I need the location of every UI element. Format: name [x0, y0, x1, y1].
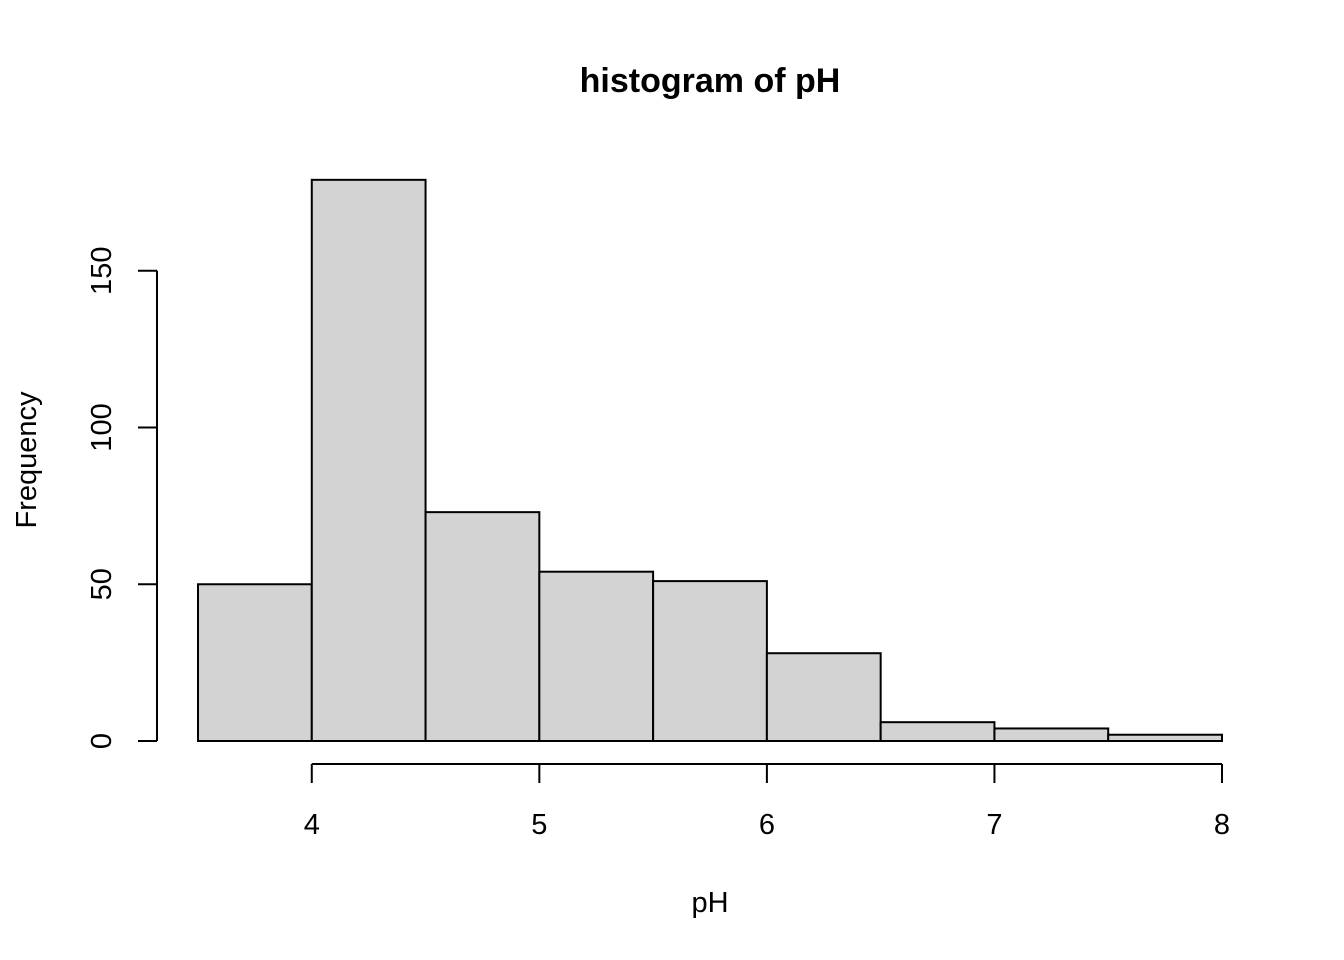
y-tick-label-1: 50 — [86, 568, 118, 600]
x-tick-label-0: 4 — [304, 809, 320, 841]
x-tick-label-4: 8 — [1214, 809, 1230, 841]
y-tick-label-0: 0 — [86, 733, 118, 749]
histogram-bar-3 — [538, 570, 655, 743]
x-axis-label: pH — [691, 887, 728, 919]
x-tick-label-1: 5 — [531, 809, 547, 841]
bars-group — [197, 178, 1223, 743]
x-tick-label-3: 7 — [986, 809, 1002, 841]
histogram-bar-5 — [765, 652, 882, 742]
chart-title: histogram of pH — [580, 62, 841, 100]
histogram-bar-7 — [993, 727, 1110, 743]
histogram-bar-0 — [197, 583, 313, 742]
y-axis: 0 50 100 150 — [86, 247, 158, 749]
y-tick-label-2: 100 — [86, 403, 118, 451]
y-axis-label: Frequency — [11, 391, 43, 529]
histogram-bar-4 — [652, 580, 768, 742]
y-tick-label-3: 150 — [86, 247, 118, 295]
x-tick-label-2: 6 — [759, 809, 775, 841]
histogram-bar-2 — [424, 511, 541, 743]
x-axis: 4 5 6 7 8 — [304, 763, 1230, 841]
histogram-bar-6 — [879, 721, 996, 743]
histogram-bar-8 — [1107, 733, 1223, 742]
histogram-bar-1 — [310, 178, 427, 742]
